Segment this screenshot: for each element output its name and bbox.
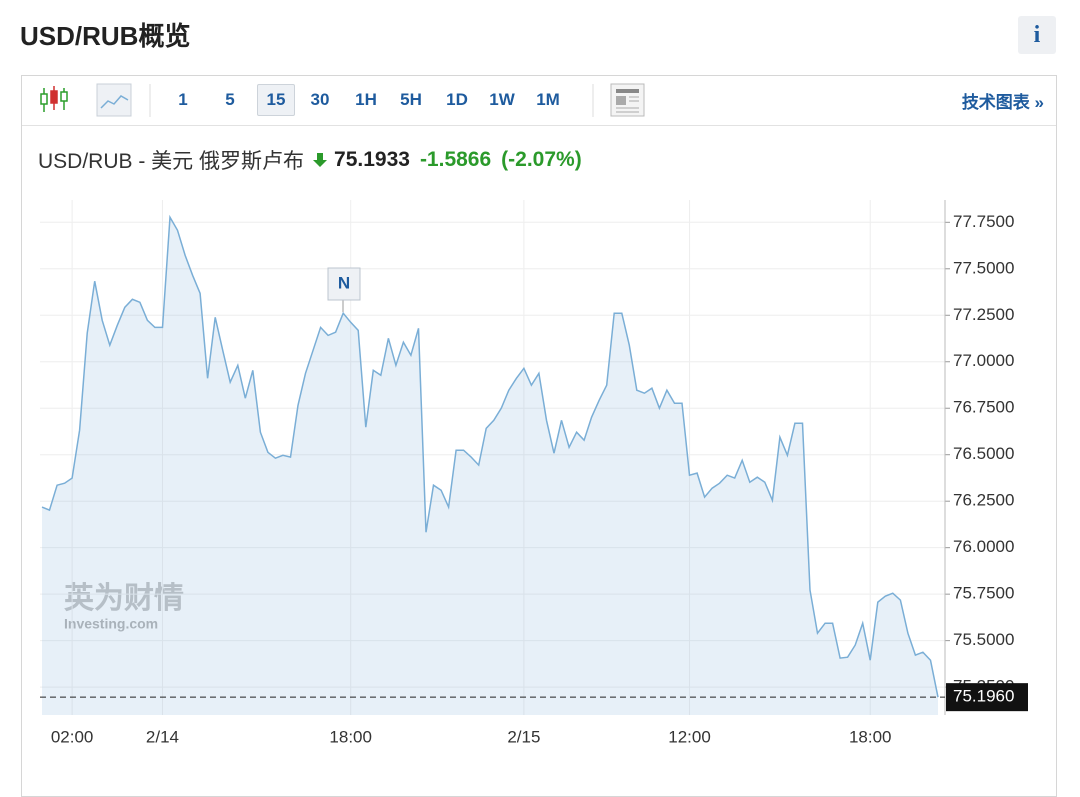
line-icon[interactable] [96,83,132,117]
x-tick-label: 18:00 [849,727,892,746]
x-tick-label: 12:00 [668,727,711,746]
last-price-box [946,683,1028,712]
interval-button[interactable]: 5 [225,90,235,109]
y-tick-label: 76.2500 [953,491,1014,510]
y-tick-label: 75.5000 [953,630,1014,649]
interval-button[interactable]: 1W [489,90,515,109]
x-tick-label: 2/15 [507,727,540,746]
price-change: -1.5866 [419,148,492,171]
last-price-label: 75.1960 [953,687,1014,706]
technical-chart-link[interactable]: 技术图表 » [961,93,1044,112]
news-label: N [338,273,350,292]
y-tick-label: 77.0000 [953,351,1014,370]
plot-background [40,200,945,715]
y-tick-label: 77.5000 [953,258,1014,277]
x-tick-label: 02:00 [51,727,94,746]
news-box [327,267,361,301]
quote-line: USD/RUB - 美元 俄罗斯卢布 75.1933 -1.5866 (-2.0… [38,145,582,175]
toolbar-divider [22,125,1056,126]
interval-button[interactable]: 1M [536,90,560,109]
news-marker[interactable]: N [327,267,361,312]
last-price: 75.1933 [334,148,410,171]
watermark: Investing.com [64,616,158,632]
percent-change: (-2.07%) [501,148,582,171]
candle-icon[interactable] [40,86,68,112]
page-title: USD/RUB概览 [20,21,191,51]
y-tick-label: 75.7500 [953,584,1014,603]
interval-button[interactable]: 1 [178,90,188,109]
y-tick-label: 77.7500 [953,212,1014,231]
y-tick-label: 76.0000 [953,537,1014,556]
area-fill [42,217,938,716]
watermark: 英为财情 [64,582,184,615]
y-tick-label: 77.2500 [953,305,1014,324]
interval-button[interactable]: 5H [400,90,422,109]
pair-name: USD/RUB - 美元 俄罗斯卢布 [38,150,305,173]
x-tick-label: 18:00 [329,727,372,746]
price-line [41,214,939,698]
down-arrow [313,153,328,167]
y-tick-label: 76.7500 [953,398,1014,417]
page: {"header": {"title": "USD/RUB概览", "info"… [20,16,1057,797]
interval-button[interactable]: 15 [257,84,295,116]
interval-button[interactable]: 1H [355,90,377,109]
y-tick-label: 76.5000 [953,444,1014,463]
news-icon[interactable] [610,83,645,117]
interval-button[interactable]: 1D [446,90,468,109]
info-button[interactable]: i [1018,16,1056,54]
x-tick-label: 2/14 [146,727,179,746]
interval-button[interactable]: 30 [310,90,330,109]
